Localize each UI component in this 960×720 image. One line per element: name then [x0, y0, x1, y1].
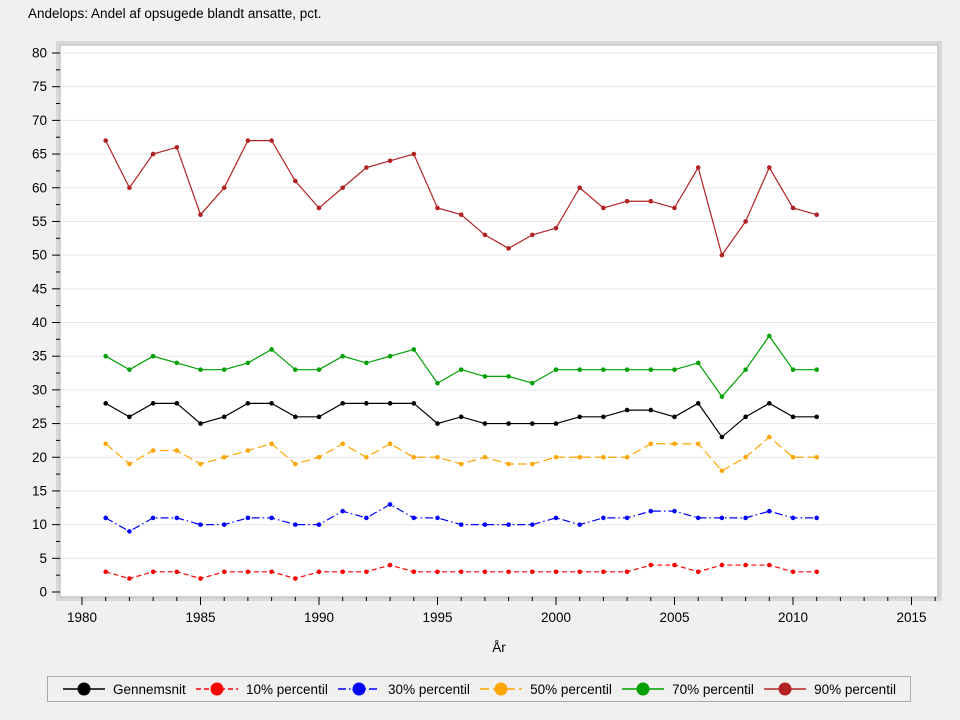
x-tick-label: 1995 [422, 610, 452, 625]
series-30-percentil [103, 502, 819, 534]
legend-label: Gennemsnit [113, 681, 186, 697]
series-10-percentil [103, 562, 819, 581]
y-tick-label: 10 [32, 517, 47, 532]
legend-label: 10% percentil [246, 681, 328, 697]
y-tick-label: 0 [39, 585, 47, 600]
legend-item-90-percentil: 90% percentil [763, 681, 896, 697]
x-axis: 1980 1985 1990 1995 2000 2005 2010 2015 [67, 597, 936, 625]
legend-item-50-percentil: 50% percentil [479, 681, 612, 697]
y-tick-label: 30 [32, 382, 47, 397]
legend-marker-icon [338, 682, 381, 696]
legend-item-70-percentil: 70% percentil [621, 681, 754, 697]
chart-title: Andelops: Andel af opsugede blandt ansat… [28, 6, 322, 21]
plot-svg: 0 5 10 15 20 25 30 35 40 45 50 55 60 65 70 75 80 1980 1985… [32, 41, 942, 625]
legend-label: 30% percentil [388, 681, 470, 697]
y-tick-label: 50 [32, 248, 47, 263]
x-tick-label: 1980 [67, 610, 97, 625]
legend-label: 70% percentil [672, 681, 754, 697]
y-tick-label: 75 [32, 79, 47, 94]
x-axis-label: År [492, 640, 506, 655]
plot-frame-outer [56, 41, 942, 601]
legend-label: 50% percentil [530, 681, 612, 697]
y-tick-label: 5 [39, 551, 47, 566]
legend-marker-icon [764, 682, 807, 696]
y-tick-label: 70 [32, 113, 47, 128]
legend-item-10-percentil: 10% percentil [195, 681, 328, 697]
legend-item-30-percentil: 30% percentil [337, 681, 470, 697]
series-markers [103, 562, 819, 581]
legend: Gennemsnit 10% percentil 30% percentil 50% … [47, 676, 911, 702]
x-tick-label: 2010 [778, 610, 808, 625]
series-markers [103, 401, 819, 440]
x-tick-label: 2015 [896, 610, 926, 625]
series-50-percentil [103, 434, 819, 474]
y-axis: 0 5 10 15 20 25 30 35 40 45 50 55 60 65 70 75 80 [32, 46, 60, 600]
series-70-percentil [103, 333, 819, 399]
y-tick-label: 60 [32, 180, 47, 195]
y-tick-label: 40 [32, 315, 47, 330]
x-tick-label: 2005 [659, 610, 689, 625]
legend-marker-icon [480, 682, 523, 696]
x-tick-label: 1990 [304, 610, 334, 625]
legend-marker-icon [63, 682, 105, 696]
series-markers [103, 333, 819, 399]
plot-area [59, 44, 939, 598]
y-tick-label: 15 [32, 483, 47, 498]
y-tick-label: 65 [32, 147, 47, 162]
y-gridlines [61, 52, 937, 559]
y-tick-label: 20 [32, 450, 47, 465]
y-tick-label: 35 [32, 349, 47, 364]
y-tick-label: 25 [32, 416, 47, 431]
x-tick-label: 2000 [541, 610, 571, 625]
legend-marker-icon [196, 682, 239, 696]
series-90-percentil [103, 138, 819, 258]
series-markers [103, 434, 819, 474]
series-markers [103, 502, 819, 534]
legend-label: 90% percentil [814, 681, 896, 697]
y-tick-label: 55 [32, 214, 47, 229]
legend-marker-icon [622, 682, 665, 696]
x-tick-label: 1985 [185, 610, 215, 625]
y-tick-label: 45 [32, 281, 47, 296]
series-markers [103, 138, 819, 258]
legend-item-gennemsnit: Gennemsnit [62, 681, 186, 697]
series-gennemsnit [103, 401, 819, 440]
y-tick-label: 80 [32, 46, 47, 61]
